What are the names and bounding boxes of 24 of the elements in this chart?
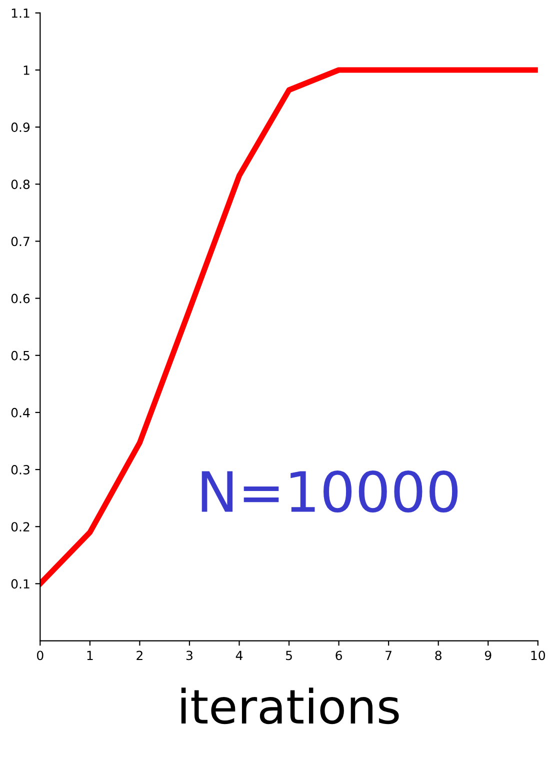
- x-tick-label: 5: [286, 650, 292, 660]
- x-tick-label: 4: [236, 650, 243, 660]
- x-tick-label: 7: [386, 650, 392, 660]
- y-tick-label: 0.3: [11, 465, 30, 474]
- x-tick-label: 0: [37, 650, 44, 660]
- y-tick-label: 0.2: [11, 522, 30, 532]
- y-tick-label: 0.4: [11, 408, 30, 418]
- y-tick-label: 0.9: [11, 122, 30, 132]
- annotation: N=10000: [202, 470, 458, 512]
- y-tick-label: 0.5: [11, 350, 30, 360]
- x-tick-label: 10: [531, 650, 546, 660]
- x-axis-title: iterations: [181, 688, 399, 724]
- y-tick-label: 0.8: [11, 180, 30, 190]
- y-tick-label: 1.1: [12, 8, 30, 18]
- x-tick-label: 8: [435, 650, 442, 660]
- x-tick-label: 9: [484, 650, 492, 660]
- y-tick-label: 0.6: [11, 294, 30, 304]
- x-tick-label: 3: [186, 650, 192, 660]
- x-tick-label: 6: [336, 650, 342, 660]
- x-tick-label: 2: [136, 650, 142, 660]
- x-tick-label: 1: [87, 650, 93, 660]
- y-tick-label: 1: [24, 66, 30, 75]
- y-tick-label: 0.1: [11, 579, 30, 589]
- y-tick-label: 0.7: [11, 236, 30, 246]
